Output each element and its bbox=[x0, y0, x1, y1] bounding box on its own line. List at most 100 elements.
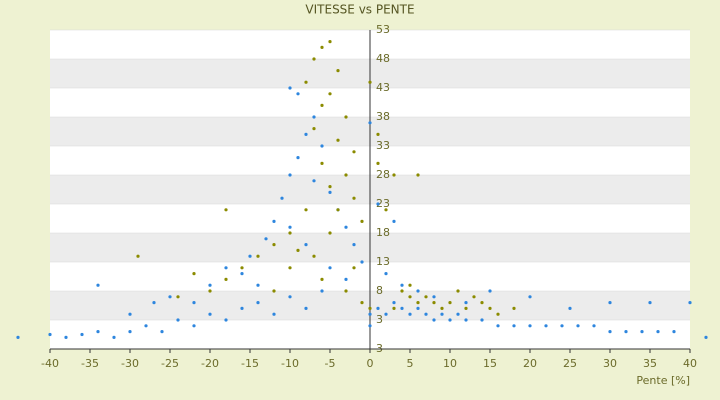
point bbox=[480, 301, 484, 305]
x-tick-label: 0 bbox=[367, 357, 374, 370]
x-tick-label: 5 bbox=[407, 357, 414, 370]
y-tick-label: 38 bbox=[376, 110, 390, 123]
chart-title: VITESSE vs PENTE bbox=[305, 3, 414, 17]
point bbox=[320, 45, 324, 50]
point bbox=[472, 295, 476, 299]
point bbox=[488, 289, 492, 293]
point bbox=[320, 103, 324, 107]
point bbox=[464, 306, 468, 310]
point bbox=[144, 324, 148, 328]
point bbox=[432, 295, 436, 299]
point bbox=[656, 330, 660, 334]
point bbox=[608, 301, 612, 305]
y-tick-label: 53 bbox=[376, 23, 390, 36]
point bbox=[320, 161, 324, 165]
y-tick-label: 23 bbox=[376, 197, 390, 210]
point bbox=[296, 248, 300, 252]
point bbox=[480, 318, 484, 322]
point bbox=[392, 306, 396, 310]
point bbox=[176, 318, 180, 322]
point bbox=[368, 312, 372, 316]
point bbox=[672, 330, 676, 334]
point bbox=[272, 312, 276, 316]
point bbox=[264, 237, 268, 241]
point bbox=[688, 301, 692, 305]
point bbox=[64, 335, 68, 339]
point bbox=[528, 324, 532, 328]
point bbox=[112, 335, 116, 339]
point bbox=[128, 330, 132, 334]
point bbox=[592, 324, 596, 328]
point bbox=[344, 289, 348, 293]
point bbox=[336, 69, 340, 73]
point bbox=[128, 312, 132, 316]
point bbox=[384, 312, 388, 316]
point bbox=[328, 190, 332, 194]
point bbox=[456, 289, 460, 293]
x-tick-label: -15 bbox=[241, 357, 259, 370]
point bbox=[288, 295, 292, 299]
point bbox=[568, 306, 572, 310]
point bbox=[224, 266, 228, 270]
y-tick-label: 13 bbox=[376, 255, 390, 268]
point bbox=[304, 132, 308, 136]
point bbox=[288, 86, 292, 90]
point bbox=[464, 318, 468, 322]
point bbox=[376, 132, 380, 136]
point bbox=[368, 306, 372, 310]
x-tick-label: 35 bbox=[643, 357, 657, 370]
point bbox=[288, 225, 292, 229]
point bbox=[408, 295, 412, 299]
point bbox=[280, 196, 284, 200]
point bbox=[464, 301, 468, 305]
point bbox=[336, 208, 340, 212]
point bbox=[336, 138, 340, 142]
y-tick-label: 33 bbox=[376, 139, 390, 152]
point bbox=[296, 156, 300, 160]
point bbox=[440, 306, 444, 310]
point bbox=[384, 208, 388, 212]
point bbox=[392, 219, 396, 223]
point bbox=[344, 115, 348, 119]
point bbox=[328, 40, 332, 44]
point bbox=[512, 324, 516, 328]
point bbox=[304, 306, 308, 310]
point bbox=[320, 144, 324, 148]
point bbox=[312, 179, 316, 183]
point bbox=[304, 208, 308, 212]
point bbox=[544, 324, 548, 328]
point bbox=[256, 301, 260, 305]
point bbox=[16, 335, 20, 339]
point bbox=[408, 283, 412, 287]
point bbox=[392, 173, 396, 177]
point bbox=[360, 260, 364, 264]
point bbox=[376, 202, 380, 206]
point bbox=[448, 301, 452, 305]
x-tick-label: 30 bbox=[603, 357, 617, 370]
point bbox=[136, 254, 140, 258]
point bbox=[160, 330, 164, 334]
point bbox=[192, 324, 196, 328]
x-tick-label: -30 bbox=[121, 357, 139, 370]
point bbox=[240, 266, 244, 270]
point bbox=[320, 277, 324, 281]
point bbox=[456, 312, 460, 316]
point bbox=[440, 312, 444, 316]
point bbox=[344, 173, 348, 177]
point bbox=[416, 306, 420, 310]
point bbox=[304, 80, 308, 84]
point bbox=[416, 173, 420, 177]
point bbox=[80, 332, 84, 337]
point bbox=[624, 330, 628, 334]
point bbox=[272, 243, 276, 247]
point bbox=[448, 318, 452, 322]
point bbox=[576, 324, 580, 328]
x-tick-label: -20 bbox=[201, 357, 219, 370]
point bbox=[408, 312, 412, 316]
point bbox=[320, 289, 324, 293]
point bbox=[272, 289, 276, 293]
y-tick-label: 43 bbox=[376, 81, 390, 94]
point bbox=[168, 295, 172, 299]
point bbox=[424, 312, 428, 316]
point bbox=[352, 150, 356, 154]
